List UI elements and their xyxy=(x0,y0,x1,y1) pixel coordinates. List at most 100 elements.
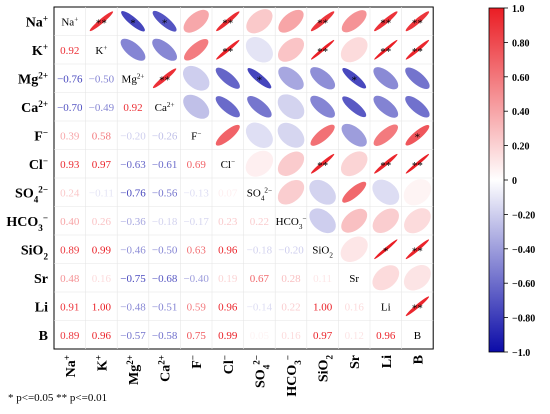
row-label: SO42− xyxy=(15,184,48,204)
correlation-value: −0.20 xyxy=(278,244,304,256)
correlation-ellipse xyxy=(405,296,430,317)
correlation-value: 0.99 xyxy=(218,330,238,342)
correlation-value: −0.68 xyxy=(152,273,178,285)
correlation-ellipse xyxy=(309,208,336,234)
correlation-value: 0.22 xyxy=(250,216,269,228)
correlation-ellipse xyxy=(120,38,146,61)
significance-mark: * xyxy=(162,17,168,29)
correlation-ellipse xyxy=(403,179,432,206)
correlation-ellipse xyxy=(340,151,368,177)
correlation-ellipse xyxy=(372,265,400,291)
significance-mark: ** xyxy=(317,17,328,29)
correlation-ellipse xyxy=(152,68,177,89)
correlation-ellipse xyxy=(405,39,430,60)
column-label: Li xyxy=(380,355,395,368)
correlation-ellipse xyxy=(374,239,398,260)
diag-label: SO42− xyxy=(247,186,272,202)
correlation-ellipse xyxy=(310,39,335,60)
correlation-ellipse xyxy=(310,153,335,174)
correlation-ellipse xyxy=(340,37,368,63)
diag-label: HCO3− xyxy=(276,215,307,231)
correlation-ellipse xyxy=(183,9,209,33)
correlation-ellipse xyxy=(372,179,400,205)
correlation-ellipse xyxy=(342,68,367,89)
correlation-ellipse xyxy=(89,11,114,32)
diag-label: K+ xyxy=(95,44,107,57)
correlation-ellipse xyxy=(182,65,210,91)
diag-label: SiO2 xyxy=(312,244,333,259)
column-label: Sr xyxy=(348,355,363,369)
correlation-ellipse xyxy=(245,36,273,63)
correlation-ellipse xyxy=(277,151,305,176)
significance-mark: ** xyxy=(96,17,107,29)
correlation-value: 0.93 xyxy=(60,159,80,171)
correlation-value: 0.16 xyxy=(345,301,365,313)
correlation-ellipse xyxy=(405,153,430,174)
colorbar-tick-label: 0.60 xyxy=(512,73,530,84)
correlation-ellipse xyxy=(405,67,430,90)
correlation-ellipse xyxy=(341,10,367,33)
correlation-value: −0.57 xyxy=(120,330,146,342)
correlation-ellipse xyxy=(215,96,240,118)
diag-label: Sr xyxy=(349,273,359,285)
correlation-value: 0.59 xyxy=(187,301,207,313)
correlation-value: −0.63 xyxy=(120,159,146,171)
row-label: B xyxy=(39,329,48,344)
correlation-value: 0.05 xyxy=(250,330,270,342)
row-label: Ca2+ xyxy=(21,99,48,116)
correlation-value: 0.16 xyxy=(281,330,301,342)
correlation-ellipse xyxy=(374,153,398,174)
correlation-value: −0.26 xyxy=(152,130,178,142)
correlation-value: 0.75 xyxy=(187,330,207,342)
significance-mark: ** xyxy=(412,17,423,29)
column-label: Ca2+ xyxy=(157,355,174,382)
correlation-value: 0.48 xyxy=(60,273,80,285)
correlation-ellipse xyxy=(183,39,209,61)
correlation-value: 0.40 xyxy=(60,216,80,228)
correlation-value: −0.56 xyxy=(152,187,178,199)
diag-label: Ca2+ xyxy=(155,101,175,114)
correlation-value: 0.22 xyxy=(281,301,300,313)
correlation-value: −0.18 xyxy=(152,216,178,228)
significance-mark: ** xyxy=(412,46,423,58)
colorbar-tick-label: −0.20 xyxy=(512,210,535,221)
correlation-value: −0.75 xyxy=(120,273,146,285)
correlation-value: 0.97 xyxy=(313,330,333,342)
correlation-value: −0.13 xyxy=(183,187,209,199)
correlation-ellipse xyxy=(247,68,272,89)
row-label: F− xyxy=(34,127,48,144)
column-labels: Na+ K+ Mg2+ Ca2+ F− Cl− SO42− HCO3− SiO2 Sr Li B xyxy=(62,355,427,397)
significance-mark: * xyxy=(257,74,263,86)
correlation-ellipse xyxy=(277,122,305,148)
correlation-ellipse xyxy=(277,180,305,205)
correlation-ellipse xyxy=(373,124,398,146)
correlation-value: 0.63 xyxy=(187,244,207,256)
correlation-value: −0.48 xyxy=(120,301,146,313)
correlation-value: 0.96 xyxy=(218,301,238,313)
correlation-ellipse xyxy=(245,122,273,148)
correlation-value: 0.28 xyxy=(281,273,301,285)
column-label: Mg2+ xyxy=(125,355,142,385)
significance-mark: * xyxy=(415,131,421,143)
correlation-ellipse xyxy=(405,239,430,260)
significance-footnote: * p<=0.05 ** p<=0.01 xyxy=(8,392,108,404)
correlation-value: −0.58 xyxy=(152,330,178,342)
correlation-value: −0.49 xyxy=(89,102,115,114)
row-label: Mg2+ xyxy=(18,70,48,87)
colorbar-tick-label: 0 xyxy=(512,176,517,187)
colorbar-tick-label: −0.80 xyxy=(512,314,535,325)
correlation-ellipse xyxy=(403,265,431,291)
correlation-value: −0.70 xyxy=(57,102,83,114)
correlation-value: −0.61 xyxy=(152,159,177,171)
colorbar: 1.0 0.80 0.60 0.40 0.20 0 −0.20 −0.40 −0.60 −0.80… xyxy=(488,4,535,359)
correlation-value: 0.92 xyxy=(123,102,142,114)
colorbar-tick-label: 0.20 xyxy=(512,142,530,153)
correlation-ellipse xyxy=(216,11,240,32)
diag-label: F− xyxy=(191,129,201,142)
correlation-ellipse xyxy=(216,39,240,60)
correlation-ellipse xyxy=(245,150,274,177)
correlation-value: 0.12 xyxy=(345,330,364,342)
correlation-value: 0.96 xyxy=(218,244,238,256)
correlation-ellipse xyxy=(246,9,273,34)
